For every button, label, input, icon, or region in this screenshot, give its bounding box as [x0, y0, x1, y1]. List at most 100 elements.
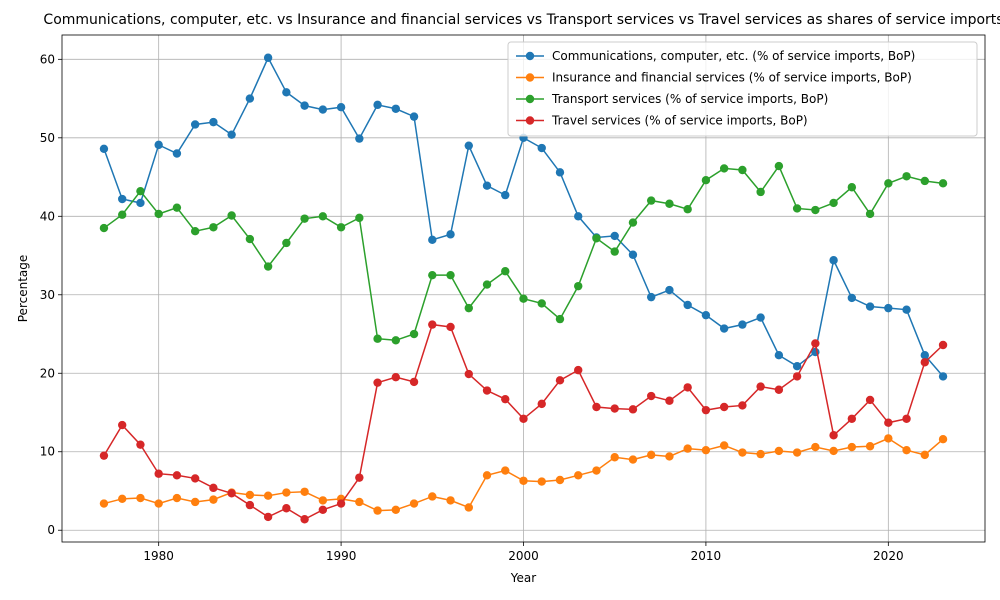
y-axis-label: Percentage: [16, 255, 30, 323]
data-point: [446, 496, 455, 505]
data-point: [610, 404, 619, 413]
data-point: [719, 164, 729, 173]
data-point: [355, 213, 364, 223]
data-point: [792, 372, 802, 381]
data-point: [738, 165, 747, 175]
data-point: [482, 471, 492, 480]
data-point: [172, 471, 182, 480]
data-point: [391, 372, 401, 382]
data-point: [136, 186, 145, 196]
data-point: [920, 358, 929, 367]
data-point: [190, 227, 200, 236]
data-point: [665, 396, 674, 405]
data-point: [227, 211, 236, 220]
data-point: [938, 372, 948, 381]
data-point: [391, 505, 401, 515]
data-point: [701, 175, 711, 185]
series-1: [99, 53, 948, 381]
data-point: [555, 475, 565, 485]
data-point: [792, 362, 802, 371]
y-tick-label: 20: [40, 366, 55, 380]
data-point: [154, 209, 163, 219]
data-point: [99, 144, 109, 153]
data-point: [428, 492, 437, 501]
data-point: [847, 293, 857, 303]
data-point: [336, 103, 346, 112]
data-point: [574, 471, 583, 480]
x-tick-label: 2010: [691, 549, 722, 563]
y-tick-label: 0: [47, 523, 55, 537]
data-point: [592, 234, 601, 243]
legend-marker: [525, 73, 535, 82]
data-point: [683, 205, 692, 214]
data-point: [592, 466, 601, 475]
data-point: [719, 402, 729, 412]
data-point: [209, 483, 218, 493]
data-point: [719, 441, 729, 450]
data-point: [738, 401, 747, 410]
data-point: [300, 214, 309, 223]
data-point: [555, 376, 565, 385]
y-tick-label: 10: [40, 445, 55, 459]
data-point: [428, 320, 437, 329]
data-point: [537, 143, 546, 153]
data-point: [318, 212, 328, 221]
data-point: [646, 450, 656, 460]
data-point: [774, 385, 784, 394]
data-point: [646, 292, 656, 302]
data-point: [482, 386, 492, 395]
data-point: [646, 196, 656, 205]
data-point: [756, 187, 765, 197]
chart-title: Communications, computer, etc. vs Insura…: [43, 12, 1000, 28]
data-point: [902, 445, 911, 455]
data-point: [446, 322, 455, 332]
series-4: [99, 320, 948, 524]
data-point: [920, 351, 929, 360]
data-point: [920, 450, 929, 460]
data-point: [701, 405, 711, 415]
data-point: [482, 181, 492, 190]
data-point: [446, 230, 455, 239]
data-point: [665, 285, 674, 295]
data-point: [245, 500, 255, 510]
data-point: [464, 503, 473, 512]
data-point: [701, 445, 711, 455]
x-tick-label: 1990: [326, 549, 357, 563]
data-point: [318, 496, 328, 505]
data-point: [172, 149, 182, 158]
data-point: [592, 402, 601, 412]
data-point: [792, 204, 802, 213]
data-point: [282, 238, 291, 248]
data-point: [118, 494, 127, 504]
legend-item: Communications, computer, etc. (% of ser…: [516, 49, 915, 63]
data-point: [464, 369, 473, 379]
data-point: [610, 453, 619, 462]
legend-label: Transport services (% of service imports…: [551, 92, 828, 106]
data-point: [209, 223, 218, 232]
data-point: [628, 455, 638, 464]
data-point: [136, 440, 145, 449]
data-point: [865, 209, 875, 219]
data-point: [391, 104, 401, 113]
y-tick-label: 30: [40, 288, 55, 302]
data-point: [263, 262, 273, 271]
legend-label: Travel services (% of service imports, B…: [551, 114, 808, 128]
data-point: [282, 504, 291, 513]
data-point: [154, 140, 163, 150]
data-point: [409, 329, 419, 339]
data-point: [555, 314, 565, 324]
data-point: [938, 179, 948, 188]
data-point: [190, 474, 200, 483]
data-point: [282, 488, 291, 497]
data-point: [501, 267, 510, 276]
data-point: [99, 223, 109, 233]
data-point: [756, 449, 765, 459]
data-point: [829, 198, 838, 208]
data-point: [501, 394, 510, 404]
y-tick-label: 40: [40, 209, 55, 223]
data-point: [373, 334, 382, 343]
data-point: [574, 365, 583, 375]
data-point: [865, 395, 875, 405]
data-point: [774, 351, 784, 360]
data-point: [537, 399, 546, 409]
